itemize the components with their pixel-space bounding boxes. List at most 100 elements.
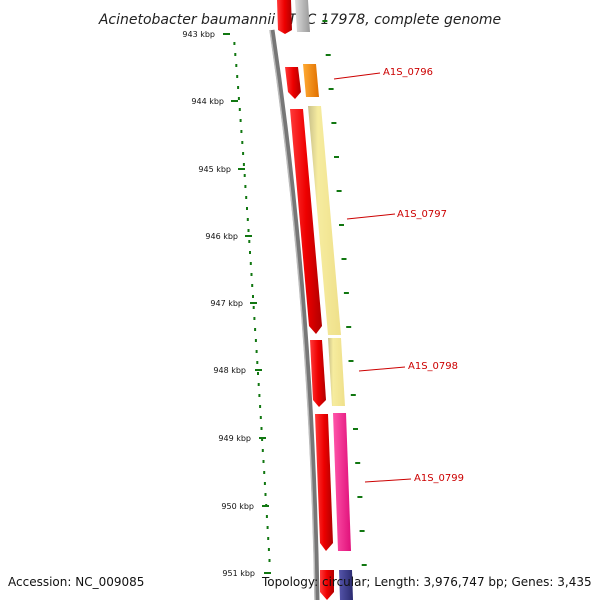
gc-skew-dot	[254, 339, 257, 342]
gc-skew-dot	[246, 207, 248, 210]
tick-label: 948 kbp	[213, 366, 246, 375]
gc-skew-dot	[233, 42, 236, 45]
tick-label: 944 kbp	[191, 97, 224, 106]
gc-skew-dot	[267, 537, 270, 540]
gc-skew-dot	[258, 394, 261, 397]
outer-tick	[359, 530, 365, 532]
label-leader-0799	[364, 478, 412, 483]
gc-skew-dot	[245, 196, 248, 199]
outer-tick	[348, 360, 354, 362]
gc-skew-dot	[235, 64, 238, 67]
tick-label: 951 kbp	[222, 569, 255, 578]
gc-skew-dot	[261, 438, 264, 441]
outer-ticks	[322, 20, 367, 566]
gene-arrow-forward-0796[interactable]	[285, 67, 301, 99]
gene-arrow-forward-0797[interactable]	[290, 109, 322, 334]
gene-label-0799[interactable]: A1S_0799	[414, 473, 464, 484]
gc-skew-dot	[259, 405, 262, 408]
kbp-ticks: 943 kbp 944 kbp 945 kbp 946 kbp 947 kbp …	[182, 30, 271, 578]
gc-skew-dot	[254, 328, 257, 331]
gc-skew-dot	[265, 515, 268, 518]
gc-skew-dot	[257, 372, 259, 375]
gc-skew-dot	[262, 460, 265, 463]
tick-label: 950 kbp	[221, 502, 254, 511]
gene-block-reverse-0799[interactable]	[333, 413, 351, 551]
gene-arrow-forward[interactable]	[277, 0, 292, 34]
label-leader-0796	[333, 72, 381, 80]
gc-skew-dot	[244, 185, 247, 188]
gc-skew-track	[233, 42, 271, 562]
gc-skew-dot	[250, 273, 253, 276]
gc-skew-dot	[237, 97, 240, 100]
gene-label-0798[interactable]: A1S_0798	[408, 361, 458, 372]
gene-arrow-forward-0799[interactable]	[315, 414, 333, 551]
outer-tick	[343, 292, 349, 294]
outer-tick	[350, 394, 356, 396]
gc-skew-dot	[241, 141, 244, 144]
outer-tick	[353, 428, 358, 430]
gc-skew-dot	[256, 361, 259, 364]
gene-block-reverse-0798[interactable]	[328, 338, 345, 406]
gc-skew-dot	[242, 152, 245, 155]
outer-tick	[331, 122, 337, 124]
gc-skew-dot	[260, 427, 263, 430]
tick-label: 946 kbp	[205, 232, 238, 241]
gc-skew-dot	[263, 471, 266, 474]
gc-skew-dot	[234, 53, 237, 56]
gc-skew-dot	[251, 284, 254, 287]
gc-skew-dot	[264, 493, 267, 496]
gc-skew-dot	[268, 559, 271, 562]
outer-tick	[346, 326, 352, 328]
gc-skew-dot	[247, 229, 250, 232]
genome-backbone	[269, 29, 320, 600]
gc-skew-dot	[248, 240, 251, 243]
gc-skew-dot	[252, 306, 255, 309]
gc-skew-dot	[263, 482, 266, 485]
gc-skew-dot	[242, 163, 245, 166]
outer-tick	[325, 54, 331, 56]
outer-tick	[334, 156, 339, 158]
gene-block-reverse-0797[interactable]	[308, 106, 341, 335]
outer-tick	[322, 20, 328, 22]
gene-arrow-forward-0798[interactable]	[310, 340, 326, 407]
outer-tick	[355, 462, 361, 464]
gc-skew-dot	[255, 350, 258, 353]
tick-label: 945 kbp	[198, 165, 231, 174]
gc-skew-dot	[246, 218, 249, 221]
gc-skew-dot	[267, 548, 270, 551]
gene-arrow-forward[interactable]	[320, 570, 334, 600]
outer-tick	[328, 88, 334, 90]
gc-skew-dot	[261, 449, 264, 452]
outer-tick	[361, 564, 367, 566]
outer-tick	[336, 190, 342, 192]
gc-skew-dot	[237, 86, 240, 89]
gene-block-reverse-0796[interactable]	[303, 64, 319, 97]
gc-skew-dot	[238, 108, 241, 111]
gc-skew-dot	[252, 295, 254, 298]
gc-skew-dot	[236, 75, 239, 78]
label-leader-0797	[346, 213, 396, 220]
gene-label-0796[interactable]: A1S_0796	[383, 67, 433, 78]
gc-skew-dot	[253, 317, 256, 320]
accession-text: Accession: NC_009085	[8, 575, 144, 589]
gc-skew-dot	[240, 130, 243, 133]
topology-text: Topology: circular; Length: 3,976,747 bp…	[261, 575, 592, 589]
outer-tick	[339, 224, 344, 226]
tick-label: 949 kbp	[218, 434, 251, 443]
gc-skew-dot	[249, 262, 252, 265]
outer-tick	[357, 496, 363, 498]
gene-block-reverse[interactable]	[295, 0, 310, 32]
gc-skew-dot	[243, 174, 246, 177]
gc-skew-dot	[259, 416, 262, 419]
gc-skew-dot	[266, 526, 269, 529]
outer-tick	[341, 258, 347, 260]
gene-block-reverse[interactable]	[339, 570, 353, 600]
gc-skew-dot	[257, 383, 260, 386]
gc-skew-dot	[239, 119, 242, 122]
gc-skew-dot	[249, 251, 251, 254]
label-leader-0798	[358, 366, 406, 372]
gene-label-0797[interactable]: A1S_0797	[397, 209, 447, 220]
genome-backbone-highlight	[269, 29, 316, 600]
